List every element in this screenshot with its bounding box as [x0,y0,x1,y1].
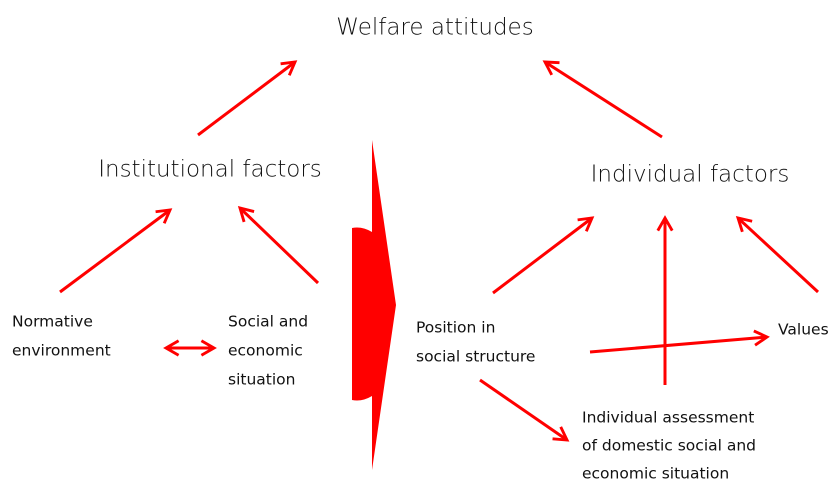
node-label: Normative [12,313,93,331]
arrow [735,216,820,294]
node-label: social structure [416,348,535,366]
node-label: environment [12,342,111,360]
title: Welfare attitudes [336,15,533,41]
node-label: economic [228,342,303,360]
node-label: economic situation [582,465,729,483]
node-label: Institutional factors [98,157,322,183]
big-arrow [352,140,396,470]
node-label: Position in [416,319,495,337]
arrow [542,60,663,139]
node-label: Social and [228,313,308,331]
arrow [59,208,173,294]
arrow [197,60,298,137]
arrow [492,216,595,295]
node-label: Individual factors [591,162,790,188]
node-label: situation [228,371,295,389]
arrow [479,378,570,442]
arrow [589,329,770,354]
node-label: Values [778,321,829,339]
node-label: Individual assessment [582,409,754,427]
arrows [59,60,820,442]
node-label: of domestic social and [582,437,756,455]
arrow [237,205,320,285]
